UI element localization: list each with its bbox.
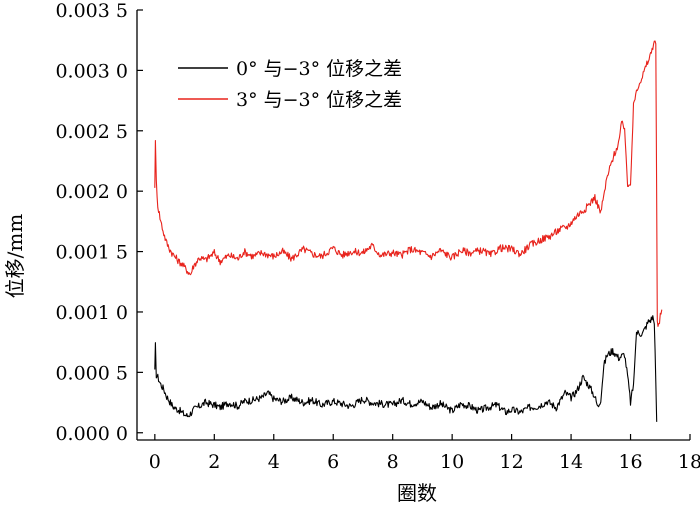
x-axis-title: 圈数 (397, 481, 437, 505)
y-tick-label: 0.003 0 (55, 60, 128, 82)
x-tick-label: 8 (387, 451, 399, 473)
legend-label: 0° 与−3° 位移之差 (236, 58, 402, 80)
x-tick-label: 6 (327, 451, 339, 473)
legend-label: 3° 与−3° 位移之差 (236, 89, 402, 111)
y-tick-label: 0.001 5 (55, 242, 128, 264)
y-axis-title: 位移/mm (3, 214, 27, 299)
series-line-1 (154, 315, 658, 422)
y-tick-label: 0.000 5 (55, 362, 128, 384)
x-tick-label: 2 (208, 451, 220, 473)
x-tick-label: 4 (268, 451, 280, 473)
x-tick-label: 18 (678, 451, 700, 473)
y-tick-label: 0.000 0 (55, 423, 128, 445)
x-tick-label: 12 (500, 451, 524, 473)
x-tick-label: 10 (440, 451, 464, 473)
y-tick-label: 0.001 0 (55, 302, 128, 324)
x-tick-label: 14 (559, 451, 583, 473)
y-tick-label: 0.002 0 (55, 181, 128, 203)
x-tick-label: 16 (618, 451, 642, 473)
y-tick-label: 0.002 5 (55, 121, 128, 143)
series-line-2 (154, 40, 663, 327)
x-tick-label: 0 (149, 451, 161, 473)
y-tick-label: 0.003 5 (55, 0, 128, 22)
